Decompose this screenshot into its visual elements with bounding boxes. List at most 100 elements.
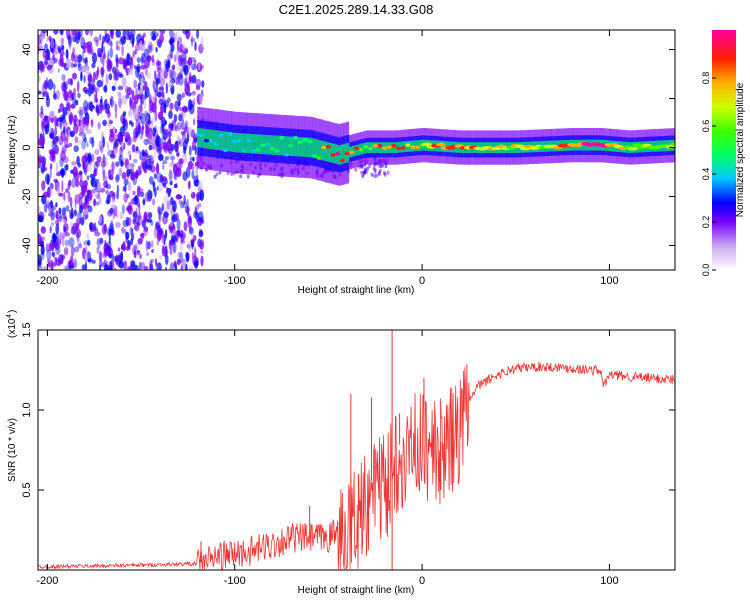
heatmap-speckle bbox=[49, 151, 55, 162]
spectrogram-y-label: Frequency (Hz) bbox=[7, 116, 18, 185]
heatmap-speckle bbox=[65, 164, 69, 171]
heatmap-speckle bbox=[95, 103, 99, 113]
heatmap-speckle bbox=[142, 85, 145, 91]
heatmap-speckle bbox=[133, 264, 139, 270]
heatmap-band bbox=[340, 144, 344, 164]
heatmap-speckle bbox=[141, 124, 145, 136]
heatmap-speckle bbox=[47, 78, 54, 91]
heatmap-speckle bbox=[133, 250, 137, 259]
heatmap-speckle bbox=[131, 89, 135, 101]
heatmap-speckle bbox=[158, 254, 163, 260]
heatmap-band bbox=[295, 136, 299, 157]
heatmap-ridge-cell bbox=[283, 152, 289, 157]
heatmap-band bbox=[377, 142, 381, 153]
heatmap-speckle bbox=[122, 117, 126, 129]
heatmap-speckle bbox=[196, 30, 200, 39]
heatmap-speckle bbox=[141, 149, 145, 157]
heatmap-speckle bbox=[146, 189, 153, 202]
heatmap-speckle bbox=[133, 79, 138, 89]
heatmap-speckle bbox=[132, 190, 136, 196]
heatmap-speckle bbox=[109, 190, 115, 198]
heatmap-speckle bbox=[72, 35, 77, 43]
heatmap-speckle bbox=[133, 211, 137, 224]
heatmap-speckle bbox=[181, 118, 185, 131]
heatmap-speckle bbox=[132, 158, 138, 164]
heatmap-speckle bbox=[131, 64, 134, 71]
heatmap-speckle bbox=[70, 255, 74, 262]
heatmap-ridge-cell bbox=[344, 151, 350, 156]
heatmap-speckle bbox=[137, 250, 140, 255]
heatmap-speckle bbox=[130, 99, 133, 106]
heatmap-speckle bbox=[142, 112, 149, 124]
x-tick-label: 0 bbox=[419, 275, 425, 287]
heatmap-speckle bbox=[158, 97, 163, 104]
heatmap-speckle bbox=[99, 99, 103, 104]
heatmap-speckle bbox=[114, 68, 120, 81]
heatmap-speckle bbox=[93, 93, 96, 104]
heatmap-speckle bbox=[87, 82, 92, 87]
heatmap-speckle bbox=[52, 242, 57, 248]
heatmap-speckle bbox=[146, 218, 153, 223]
heatmap-speckle bbox=[378, 168, 382, 173]
heatmap-speckle bbox=[108, 253, 115, 259]
heatmap-speckle bbox=[175, 76, 180, 85]
heatmap-speckle bbox=[176, 40, 180, 51]
heatmap-speckle bbox=[191, 233, 195, 241]
heatmap-speckle bbox=[72, 222, 78, 235]
heatmap-speckle bbox=[149, 220, 154, 226]
heatmap-speckle bbox=[89, 30, 93, 37]
heatmap-ridge-cell bbox=[218, 133, 224, 138]
heatmap-speckle bbox=[154, 110, 158, 122]
heatmap-speckle bbox=[41, 30, 48, 34]
heatmap-ridge-cell bbox=[321, 145, 327, 150]
heatmap-speckle bbox=[80, 155, 87, 166]
heatmap-speckle bbox=[156, 162, 160, 175]
heatmap-speckle bbox=[38, 170, 41, 176]
snr-panel: -200 -100 0 100 0.5 1.0 1.5 Height of straigh… bbox=[6, 310, 676, 596]
heatmap-speckle bbox=[158, 211, 162, 223]
heatmap-speckle bbox=[43, 191, 49, 198]
heatmap-speckle bbox=[98, 264, 102, 270]
snr-multiplier-base: (x10 bbox=[7, 318, 18, 338]
heatmap-speckle bbox=[197, 211, 204, 222]
heatmap-speckle bbox=[129, 264, 132, 270]
heatmap-speckle bbox=[195, 212, 199, 222]
heatmap-speckle bbox=[39, 111, 44, 119]
heatmap-speckle bbox=[373, 169, 377, 174]
heatmap-speckle bbox=[79, 170, 83, 182]
heatmap-speckle bbox=[138, 115, 142, 120]
heatmap-speckle bbox=[63, 80, 66, 93]
heatmap-speckle bbox=[60, 150, 66, 162]
heatmap-speckle bbox=[123, 58, 128, 68]
heatmap-speckle bbox=[68, 265, 74, 269]
heatmap-speckle bbox=[185, 263, 188, 270]
heatmap-speckle bbox=[73, 145, 79, 153]
heatmap-speckle bbox=[129, 173, 136, 181]
heatmap-speckle bbox=[136, 251, 143, 258]
heatmap-speckle bbox=[194, 41, 197, 52]
heatmap-speckle bbox=[114, 103, 118, 112]
spectrogram-frame bbox=[37, 29, 676, 271]
heatmap-speckle bbox=[96, 79, 103, 88]
heatmap-speckle bbox=[122, 241, 126, 252]
heatmap-speckle bbox=[246, 174, 250, 179]
heatmap-ridge-cell bbox=[335, 152, 341, 156]
heatmap-speckle bbox=[167, 59, 171, 69]
heatmap-speckle bbox=[121, 204, 125, 215]
heatmap-speckle bbox=[182, 140, 188, 151]
heatmap-speckle bbox=[193, 97, 196, 107]
heatmap-speckle bbox=[127, 182, 132, 192]
heatmap-speckle bbox=[152, 181, 156, 188]
heatmap-speckle bbox=[188, 160, 193, 170]
heatmap-speckle bbox=[61, 62, 67, 68]
heatmap-speckle bbox=[158, 182, 164, 192]
heatmap-speckle bbox=[56, 161, 59, 174]
heatmap-speckle bbox=[67, 182, 71, 191]
heatmap-speckle bbox=[91, 87, 97, 93]
heatmap-speckle bbox=[145, 191, 150, 203]
heatmap-speckle bbox=[134, 194, 139, 206]
heatmap-speckle bbox=[121, 172, 127, 180]
heatmap-speckle bbox=[109, 30, 113, 38]
heatmap-speckle bbox=[161, 123, 165, 133]
